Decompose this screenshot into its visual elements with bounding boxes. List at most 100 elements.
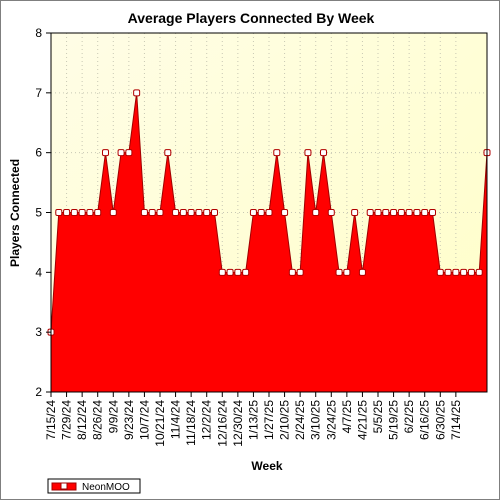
- data-point: [475, 268, 483, 276]
- x-tick-label: 8/26/24: [91, 400, 105, 440]
- x-tick-label: 1/13/25: [246, 400, 260, 440]
- y-tick-label: 8: [35, 26, 42, 40]
- data-point: [86, 209, 94, 216]
- data-point: [156, 209, 164, 216]
- data-point: [335, 268, 343, 276]
- data-point: [296, 268, 304, 276]
- data-point: [265, 209, 273, 216]
- data-point: [397, 209, 405, 216]
- data-point: [211, 209, 218, 216]
- data-point: [444, 268, 452, 276]
- x-tick-label: 9/9/24: [106, 400, 120, 434]
- data-point: [288, 268, 296, 276]
- x-tick-label: 5/19/25: [387, 400, 401, 440]
- x-tick-label: 3/10/25: [309, 400, 323, 440]
- data-point: [117, 149, 125, 157]
- data-point: [460, 268, 468, 276]
- data-point: [172, 209, 180, 216]
- x-tick-label: 2/10/25: [278, 400, 292, 440]
- data-point: [413, 209, 421, 216]
- data-point: [218, 268, 226, 276]
- y-tick-label: 7: [35, 86, 42, 100]
- data-point: [179, 209, 187, 216]
- neonmoo-area: [51, 92, 487, 392]
- y-tick-label: 3: [35, 325, 42, 339]
- data-point: [195, 209, 203, 216]
- data-point: [358, 268, 366, 276]
- data-point: [133, 89, 141, 97]
- x-tick-label: 6/30/25: [433, 400, 447, 440]
- data-point: [125, 149, 133, 157]
- data-point: [421, 209, 429, 216]
- x-tick-label: 6/2/25: [402, 400, 416, 434]
- data-point: [374, 209, 382, 216]
- data-point: [312, 209, 320, 216]
- data-point: [320, 149, 327, 157]
- y-axis-label: Players Connected: [8, 159, 22, 267]
- data-point: [257, 209, 265, 216]
- data-point: [429, 209, 436, 216]
- data-point: [390, 209, 398, 216]
- x-tick-label: 12/16/24: [215, 400, 229, 447]
- data-point: [382, 209, 390, 216]
- data-point: [467, 268, 475, 276]
- y-tick-label: 2: [35, 385, 42, 399]
- y-tick-label: 4: [35, 265, 42, 279]
- data-point: [327, 209, 335, 216]
- x-tick-label: 7/15/24: [44, 400, 58, 440]
- data-point: [242, 268, 250, 276]
- x-axis: 7/15/24 7/29/24 8/12/24 8/26/24 9/9/24 9/23/2…: [44, 392, 463, 447]
- data-point: [249, 209, 257, 216]
- y-tick-label: 5: [35, 206, 42, 220]
- legend: NeonMOO: [47, 478, 141, 494]
- data-point: [148, 209, 156, 216]
- x-tick-label: 5/5/25: [371, 400, 385, 434]
- data-point: [63, 209, 71, 216]
- x-tick-label: 4/7/25: [340, 400, 354, 434]
- data-point: [226, 268, 234, 276]
- data-point: [452, 268, 460, 276]
- data-point: [55, 209, 63, 216]
- x-tick-label: 11/18/24: [184, 400, 198, 446]
- x-tick-label: 3/24/25: [324, 400, 338, 440]
- data-point: [164, 149, 172, 157]
- x-tick-label: 10/7/24: [137, 400, 151, 440]
- x-tick-label: 8/12/24: [75, 400, 89, 440]
- data-point: [281, 209, 289, 216]
- data-point: [351, 209, 359, 216]
- data-point: [70, 209, 78, 216]
- x-axis-label: Week: [251, 459, 282, 473]
- data-point: [436, 268, 444, 276]
- data-point: [366, 209, 374, 216]
- y-tick-label: 6: [35, 146, 42, 160]
- x-tick-label: 11/4/24: [169, 400, 183, 439]
- x-tick-label: 7/29/24: [60, 400, 74, 440]
- x-tick-label: 6/16/25: [418, 400, 432, 440]
- y-axis: 2 3 4 5 6 7 8: [35, 26, 51, 399]
- x-tick-label: 9/23/24: [122, 400, 136, 440]
- x-tick-label: 2/24/25: [293, 400, 307, 440]
- data-point: [343, 268, 351, 276]
- legend-label: NeonMOO: [82, 482, 130, 493]
- x-tick-label: 1/27/25: [262, 400, 276, 440]
- data-point: [102, 149, 109, 157]
- data-point: [273, 149, 281, 157]
- data-point: [203, 209, 211, 216]
- data-point: [78, 209, 86, 216]
- x-tick-label: 12/2/24: [200, 400, 214, 440]
- data-point: [94, 209, 102, 216]
- x-tick-label: 7/14/25: [449, 400, 463, 440]
- data-point: [140, 209, 148, 216]
- data-point: [187, 209, 195, 216]
- data-point: [304, 149, 312, 157]
- x-tick-label: 4/21/25: [355, 400, 369, 440]
- chart-title: Average Players Connected By Week: [128, 10, 375, 26]
- x-tick-label: 12/30/24: [231, 400, 245, 447]
- x-tick-label: 10/21/24: [153, 400, 167, 447]
- data-point: [405, 209, 413, 216]
- data-point: [109, 209, 117, 216]
- legend-marker: [60, 482, 68, 490]
- data-point: [234, 268, 242, 276]
